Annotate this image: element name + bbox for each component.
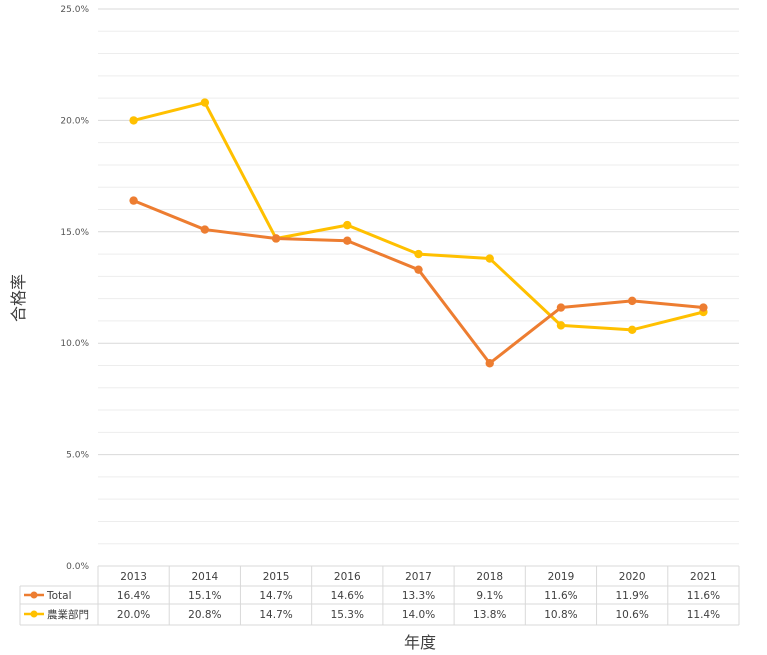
table-value-cell: 13.3% (402, 590, 435, 602)
table-value-cell: 15.3% (331, 609, 364, 621)
data-point (485, 254, 494, 263)
data-point (627, 325, 637, 335)
table-value-cell: 11.6% (687, 590, 720, 602)
data-point (271, 234, 281, 243)
data-point (414, 265, 423, 274)
y-axis-title: 合格率 (9, 274, 28, 322)
table-value-cell: 10.8% (544, 609, 577, 621)
table-value-cell: 20.8% (188, 609, 221, 621)
gridlines (98, 8, 739, 567)
table-value-cell: 14.0% (402, 609, 435, 621)
table-value-cell: 14.7% (259, 590, 292, 602)
y-tick-label: 5.0% (66, 451, 89, 461)
table-value-cell: 10.6% (615, 609, 648, 621)
x-category-label: 2015 (263, 571, 290, 583)
y-tick-label: 20.0% (60, 116, 89, 126)
table-value-cell: 11.4% (687, 609, 720, 621)
data-point (485, 359, 494, 368)
y-axis-ticks: 0.0% 5.0% 10.0% 15.0% 20.0% 25.0% (60, 5, 89, 572)
table-value-cell: 16.4% (117, 590, 150, 602)
table-value-cell: 15.1% (188, 590, 221, 602)
x-category-label: 2020 (619, 571, 646, 583)
data-point (129, 196, 138, 205)
x-category-label: 2013 (120, 571, 147, 583)
data-point (200, 225, 210, 234)
x-axis-title: 年度 (404, 633, 436, 652)
y-tick-label: 25.0% (60, 5, 89, 15)
x-category-label: 2017 (405, 571, 432, 583)
y-tick-label: 15.0% (60, 228, 89, 238)
data-point (343, 220, 352, 230)
table-value-cell: 13.8% (473, 609, 506, 621)
data-point (556, 303, 566, 312)
legend-entry: Total (46, 590, 72, 602)
data-point (129, 116, 138, 125)
table-value-cell: 14.6% (331, 590, 364, 602)
data-table: 2013 2014 2015 2016 2017 2018 2019 2020 2021 Tota… (19, 565, 740, 626)
y-tick-label: 0.0% (66, 562, 89, 572)
data-point (627, 296, 637, 306)
legend-entry: 農業部門 (47, 608, 89, 621)
data-point (343, 236, 352, 245)
legend-key-marker (30, 591, 38, 599)
legend-key-marker (30, 610, 38, 618)
x-category-label: 2014 (191, 571, 218, 583)
x-category-label: 2019 (548, 571, 575, 583)
series-line (132, 101, 705, 332)
table-value-cell: 14.7% (259, 609, 292, 621)
x-category-label: 2018 (476, 571, 503, 583)
data-point (556, 321, 566, 330)
data-point (699, 303, 708, 312)
x-category-label: 2016 (334, 571, 361, 583)
data-point (200, 98, 210, 107)
table-value-cell: 11.9% (615, 590, 648, 602)
series-lines (129, 98, 708, 368)
table-value-cell: 11.6% (544, 590, 577, 602)
y-tick-label: 10.0% (60, 339, 89, 349)
data-point (414, 249, 423, 259)
x-category-label: 2021 (690, 571, 717, 583)
series-line (132, 199, 705, 365)
table-value-cell: 20.0% (117, 609, 150, 621)
table-value-cell: 9.1% (476, 590, 503, 602)
